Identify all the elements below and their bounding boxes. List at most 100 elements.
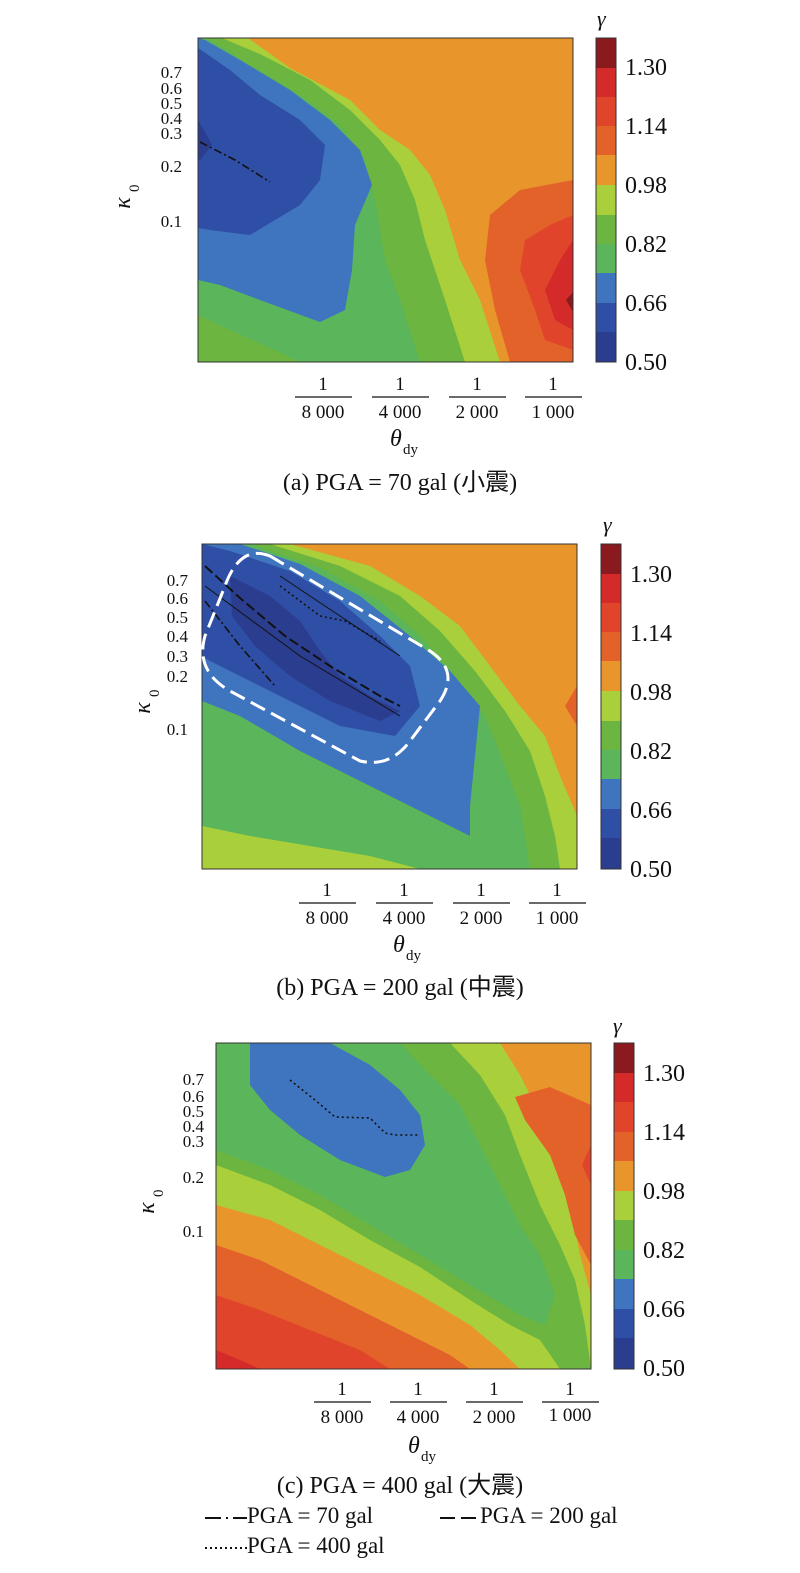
y-tick: 0.3	[183, 1132, 204, 1151]
panel-c: γ 1.30 1.14 0.98 0.82 0.66 0.50	[134, 1013, 685, 1465]
y-axis-label-c: κ 0	[134, 1190, 167, 1214]
contour-line-b	[204, 585, 401, 717]
colorbar-tick: 0.98	[625, 173, 667, 199]
x-tick-num: 1	[337, 1379, 347, 1400]
svg-text:dy: dy	[421, 1449, 437, 1465]
y-tick: 0.5	[167, 608, 188, 627]
caption-c: (c) PGA = 400 gal (大震)	[276, 1473, 524, 1499]
x-tick-den: 4 000	[379, 402, 422, 423]
x-tick-den: 4 000	[383, 908, 426, 929]
caption-a: (a) PGA = 70 gal (小震)	[282, 470, 518, 496]
y-tick: 0.7	[167, 571, 189, 590]
legend-item-200gal: PGA = 200 gal	[440, 1503, 618, 1529]
svg-text:θ: θ	[408, 1433, 420, 1459]
y-tick: 0.2	[183, 1168, 204, 1187]
x-tick-num: 1	[476, 880, 486, 901]
x-tick-num: 1	[548, 374, 558, 395]
caption-b: (b) PGA = 200 gal (中震)	[276, 975, 524, 1001]
y-tick: 0.1	[167, 720, 188, 739]
y-tick: 0.4	[161, 109, 183, 128]
legend-label: PGA = 70 gal	[247, 1503, 374, 1528]
y-axis-c: 0.7 0.6 0.5 0.4 0.3 0.2 0.1	[183, 1070, 205, 1241]
dash-dot-line-icon	[205, 1516, 247, 1519]
y-tick: 0.1	[161, 212, 182, 231]
colorbar-tick: 0.66	[643, 1297, 685, 1323]
legend-label: PGA = 400 gal	[247, 1533, 385, 1558]
y-tick: 0.3	[161, 124, 182, 143]
x-tick-den: 8 000	[302, 402, 345, 423]
svg-text:dy: dy	[406, 948, 422, 964]
colorbar-tick: 1.14	[625, 114, 667, 140]
y-tick: 0.2	[167, 667, 188, 686]
plot-area-b	[201, 543, 578, 870]
colorbar-tick: 0.50	[625, 350, 667, 376]
y-tick: 0.7	[161, 63, 183, 82]
x-tick-den: 8 000	[321, 1407, 364, 1428]
y-tick: 0.3	[167, 647, 188, 666]
colorbar-tick: 0.98	[643, 1179, 685, 1205]
contour-line-70gal-b	[204, 600, 276, 687]
x-tick-den: 1 000	[536, 908, 579, 929]
plot-area-a	[197, 37, 574, 363]
x-axis-c: 1 8 000 1 4 000 1 2 000 1 1 000	[314, 1379, 599, 1428]
svg-text:0: 0	[147, 690, 163, 698]
colorbar-tick: 1.30	[630, 562, 672, 588]
x-axis-a: 1 8 000 1 4 000 1 2 000 1 1 000	[295, 374, 582, 423]
colorbar-tick: 0.82	[625, 232, 667, 258]
highlight-region-b	[201, 551, 450, 764]
panel-a: γ 1.30 1.14 0.98 0.82 0.66 0.50	[110, 6, 667, 458]
svg-text:θ: θ	[390, 426, 402, 452]
legend-item-70gal: PGA = 70 gal	[205, 1503, 373, 1529]
colorbar-tick: 0.82	[643, 1238, 685, 1264]
svg-text:0: 0	[127, 185, 143, 193]
x-tick-den: 1 000	[549, 1405, 592, 1426]
x-axis-b: 1 8 000 1 4 000 1 2 000 1 1 000	[299, 880, 586, 929]
colorbar-label-b: γ	[603, 512, 613, 537]
svg-text:dy: dy	[403, 442, 419, 458]
x-tick-den: 2 000	[473, 1407, 516, 1428]
x-tick-den: 2 000	[456, 402, 499, 423]
x-tick-num: 1	[413, 1379, 423, 1400]
y-axis-a: 0.7 0.6 0.5 0.4 0.3 0.2 0.1	[161, 63, 183, 231]
svg-text:κ: κ	[110, 197, 136, 209]
colorbar-tick: 0.82	[630, 739, 672, 765]
colorbar-tick: 1.30	[625, 55, 667, 81]
x-tick-num: 1	[552, 880, 562, 901]
legend-item-400gal: PGA = 400 gal	[205, 1533, 385, 1559]
y-tick: 0.7	[183, 1070, 205, 1089]
x-axis-label-b: θ dy	[393, 932, 422, 964]
contour-line-400gal-b	[279, 585, 381, 642]
y-tick: 0.2	[161, 157, 182, 176]
colorbar-tick: 0.66	[625, 291, 667, 317]
svg-text:0: 0	[151, 1190, 167, 1198]
legend-label: PGA = 200 gal	[480, 1503, 618, 1528]
colorbar-label-a: γ	[597, 6, 607, 31]
contour-line-70gal-a	[199, 141, 271, 183]
x-tick-num: 1	[565, 1379, 575, 1400]
y-tick: 0.5	[183, 1102, 204, 1121]
x-tick-num: 1	[322, 880, 332, 901]
x-tick-den: 2 000	[460, 908, 503, 929]
y-axis-label-a: κ 0	[110, 185, 143, 209]
x-tick-den: 8 000	[306, 908, 349, 929]
y-tick: 0.5	[161, 94, 182, 113]
y-tick: 0.4	[167, 627, 189, 646]
x-tick-num: 1	[489, 1379, 499, 1400]
colorbar-a: 1.30 1.14 0.98 0.82 0.66 0.50	[595, 37, 667, 376]
colorbar-tick: 0.50	[643, 1356, 685, 1382]
colorbar-tick: 1.14	[643, 1120, 685, 1146]
x-tick-num: 1	[318, 374, 328, 395]
x-axis-label-a: θ dy	[390, 426, 419, 458]
colorbar-tick: 1.14	[630, 621, 672, 647]
x-tick-num: 1	[472, 374, 482, 395]
x-tick-num: 1	[399, 880, 409, 901]
colorbar-b: 1.30 1.14 0.98 0.82 0.66 0.50	[600, 543, 672, 883]
svg-text:θ: θ	[393, 932, 405, 958]
x-tick-den: 1 000	[532, 402, 575, 423]
svg-text:κ: κ	[130, 702, 156, 714]
contour-line-b	[279, 575, 401, 657]
colorbar-label-c: γ	[613, 1013, 623, 1038]
colorbar-tick: 0.98	[630, 680, 672, 706]
y-axis-b: 0.7 0.6 0.5 0.4 0.3 0.2 0.1	[167, 571, 189, 739]
y-axis-label-b: κ 0	[130, 690, 163, 714]
